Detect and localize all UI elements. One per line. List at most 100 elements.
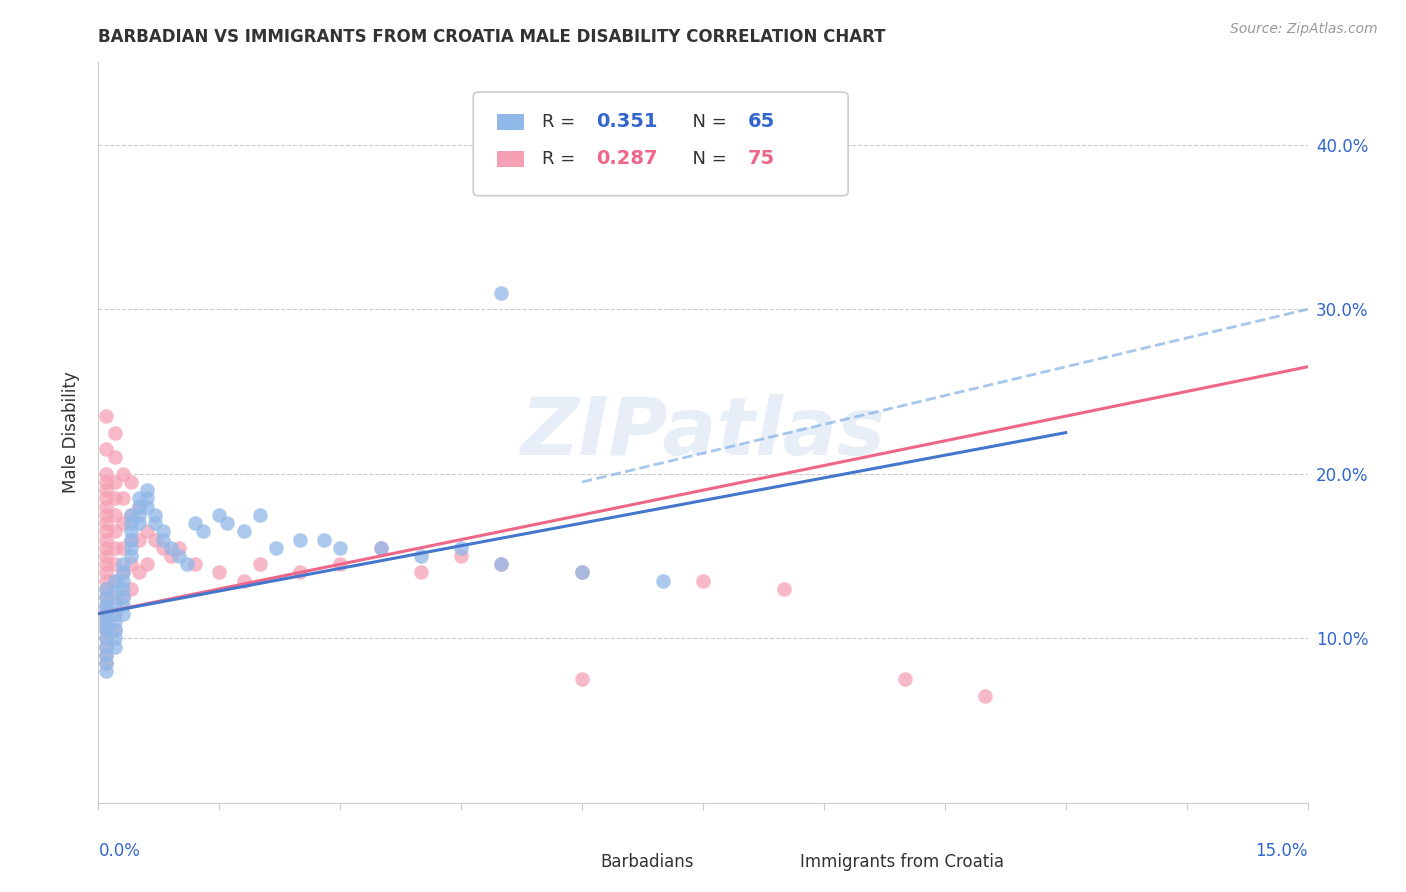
Point	[120, 549, 142, 563]
Point	[96, 599, 118, 613]
Point	[111, 607, 134, 621]
Bar	[498, 113, 524, 130]
Point	[491, 285, 513, 300]
Text: N =: N =	[682, 150, 733, 168]
Point	[96, 632, 118, 646]
Point	[167, 541, 190, 555]
Point	[143, 516, 166, 530]
Point	[111, 590, 134, 604]
Point	[329, 541, 352, 555]
Point	[103, 640, 125, 654]
Point	[103, 574, 125, 588]
Point	[370, 541, 392, 555]
Point	[120, 558, 142, 572]
Point	[96, 656, 118, 670]
Point	[103, 541, 125, 555]
Point	[651, 574, 673, 588]
Point	[96, 618, 118, 632]
Point	[96, 566, 118, 580]
Point	[96, 648, 118, 662]
Point	[491, 558, 513, 572]
Point	[232, 524, 254, 539]
Text: 0.287: 0.287	[596, 149, 658, 169]
Point	[135, 500, 157, 514]
Point	[103, 632, 125, 646]
Point	[96, 533, 118, 547]
Point	[96, 640, 118, 654]
Point	[184, 558, 207, 572]
Point	[135, 483, 157, 498]
Point	[96, 582, 118, 596]
Point	[96, 640, 118, 654]
Point	[128, 516, 150, 530]
Point	[96, 549, 118, 563]
Point	[103, 475, 125, 489]
Point	[96, 615, 118, 629]
Point	[184, 516, 207, 530]
Point	[143, 508, 166, 522]
Text: ZIPatlas: ZIPatlas	[520, 393, 886, 472]
Point	[409, 549, 432, 563]
Text: BARBADIAN VS IMMIGRANTS FROM CROATIA MALE DISABILITY CORRELATION CHART: BARBADIAN VS IMMIGRANTS FROM CROATIA MAL…	[98, 28, 886, 45]
Point	[974, 689, 997, 703]
Point	[103, 607, 125, 621]
Point	[370, 541, 392, 555]
Point	[96, 475, 118, 489]
Text: 65: 65	[748, 112, 775, 131]
Point	[96, 648, 118, 662]
Bar	[558, 848, 592, 875]
Point	[128, 500, 150, 514]
Text: Barbadians: Barbadians	[600, 853, 693, 871]
Point	[249, 558, 271, 572]
Point	[103, 491, 125, 506]
Point	[111, 491, 134, 506]
Point	[103, 450, 125, 465]
Point	[571, 566, 593, 580]
Point	[111, 566, 134, 580]
Point	[96, 611, 118, 625]
Point	[232, 574, 254, 588]
Point	[135, 524, 157, 539]
Point	[103, 425, 125, 440]
Point	[264, 541, 287, 555]
Point	[329, 558, 352, 572]
Point	[692, 574, 714, 588]
Point	[193, 524, 215, 539]
Point	[96, 442, 118, 456]
Point	[491, 558, 513, 572]
Point	[120, 475, 142, 489]
Point	[143, 533, 166, 547]
Point	[96, 516, 118, 530]
Bar	[758, 848, 792, 875]
Point	[96, 500, 118, 514]
Point	[103, 615, 125, 629]
Point	[288, 533, 311, 547]
Text: 0.351: 0.351	[596, 112, 658, 131]
Point	[288, 566, 311, 580]
Point	[152, 524, 174, 539]
Point	[96, 623, 118, 637]
Text: 0.0%: 0.0%	[98, 842, 141, 860]
Point	[111, 590, 134, 604]
Point	[571, 566, 593, 580]
Point	[160, 549, 183, 563]
Point	[450, 549, 472, 563]
Point	[128, 566, 150, 580]
Point	[409, 566, 432, 580]
Point	[813, 154, 835, 169]
Point	[111, 566, 134, 580]
Point	[96, 541, 118, 555]
Text: R =: R =	[543, 112, 581, 130]
Point	[120, 582, 142, 596]
Point	[249, 508, 271, 522]
Point	[120, 533, 142, 547]
Point	[208, 566, 231, 580]
Point	[152, 533, 174, 547]
Point	[103, 623, 125, 637]
Point	[96, 590, 118, 604]
Point	[217, 516, 239, 530]
Point	[111, 558, 134, 572]
Point	[103, 508, 125, 522]
Point	[167, 549, 190, 563]
Point	[96, 483, 118, 498]
